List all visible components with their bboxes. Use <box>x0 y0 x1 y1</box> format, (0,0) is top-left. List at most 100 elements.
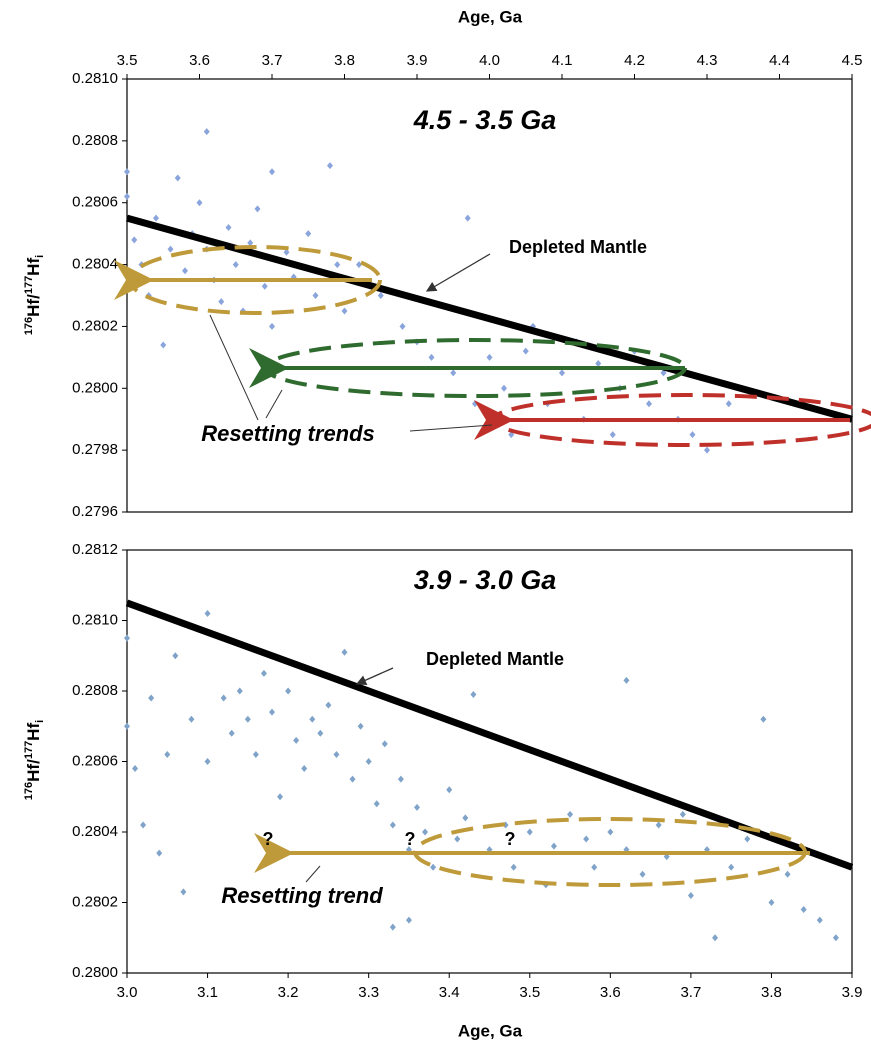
data-point <box>204 758 211 765</box>
data-point <box>470 691 477 699</box>
x-tick-label: 4.1 <box>552 52 573 69</box>
data-point <box>261 282 268 290</box>
data-point <box>784 870 791 878</box>
data-point <box>203 128 210 136</box>
pointer <box>305 865 321 883</box>
x-tick-label: 3.3 <box>358 984 379 1001</box>
data-point <box>334 261 341 269</box>
data-point <box>172 652 179 660</box>
y-tick-label: 0.2802 <box>72 893 118 910</box>
data-layer: 0.2796 0.2798 0.2800 0.2802 0.2804 0.2806 0.28… <box>72 52 862 1001</box>
annotation: Resetting trends <box>201 421 375 446</box>
data-point <box>381 740 388 748</box>
y-tick-label: 0.2812 <box>72 541 118 558</box>
annotation: Depleted Mantle <box>509 237 647 257</box>
data-point <box>188 715 195 723</box>
data-point <box>501 384 507 392</box>
y-label-part: 176 <box>23 317 35 335</box>
data-point <box>325 701 332 709</box>
data-point <box>422 828 429 836</box>
data-point <box>679 810 686 818</box>
data-point <box>285 687 292 695</box>
data-point <box>646 400 652 408</box>
y-label-part: 176 <box>23 782 35 800</box>
data-point <box>486 353 493 361</box>
y-label-part: Hf/ <box>24 294 43 317</box>
data-point <box>446 786 453 794</box>
y-tick-label: 0.2804 <box>72 823 118 840</box>
x-tick-label: 3.8 <box>334 52 355 69</box>
y-axis-label: 176Hf/177Hfi <box>23 255 46 335</box>
pointer <box>355 667 394 686</box>
x-axis-label: Age, Ga <box>458 7 523 26</box>
panel-title: 4.5 - 3.5 Ga <box>413 105 557 135</box>
x-tick-label: 3.4 <box>439 984 460 1001</box>
x-axis-label: Age, Ga <box>458 1021 523 1040</box>
data-point <box>389 821 396 829</box>
pointer <box>425 253 491 292</box>
data-point <box>218 298 225 306</box>
data-point <box>156 849 163 857</box>
y-label-part: Hf <box>24 723 43 741</box>
data-point <box>800 906 807 914</box>
data-point <box>689 431 696 439</box>
data-point <box>595 360 602 368</box>
x-tick-label: 4.4 <box>769 52 790 69</box>
data-point <box>399 322 406 330</box>
y-tick-label: 0.2796 <box>72 503 118 520</box>
data-point <box>236 687 243 695</box>
data-point <box>583 835 590 843</box>
data-point <box>244 715 251 723</box>
data-point <box>277 793 284 801</box>
data-point <box>341 648 348 656</box>
x-tick-label: 3.9 <box>842 984 863 1001</box>
data-point <box>373 800 380 808</box>
data-point <box>526 828 533 836</box>
x-tick-label: 3.8 <box>761 984 782 1001</box>
data-point <box>196 199 203 207</box>
data-point <box>655 821 662 829</box>
x-tick-label: 3.2 <box>278 984 299 1001</box>
data-point <box>365 758 372 765</box>
data-point <box>131 236 138 244</box>
y-label-part: Hf/ <box>24 759 43 782</box>
data-point <box>377 292 384 299</box>
data-point <box>744 835 751 843</box>
data-point <box>260 669 267 677</box>
data-point <box>180 888 187 896</box>
depleted-mantle-line <box>126 214 853 423</box>
data-point <box>428 353 435 361</box>
y-tick-label: 0.2804 <box>72 256 118 273</box>
data-point <box>269 322 275 330</box>
data-point <box>269 708 275 716</box>
x-tick-label: 3.1 <box>197 984 218 1001</box>
data-point <box>327 162 333 170</box>
data-point <box>333 750 340 758</box>
y-label-part: i <box>34 720 46 723</box>
data-point <box>269 168 275 176</box>
y-tick-label: 0.2806 <box>72 194 118 211</box>
data-point <box>389 923 396 931</box>
data-point <box>220 694 227 702</box>
x-tick-label: 3.6 <box>189 52 210 69</box>
data-point <box>687 891 694 899</box>
y-tick-label: 0.2808 <box>72 682 118 699</box>
depleted-mantle-line <box>125 599 854 871</box>
data-point <box>228 729 235 737</box>
data-point <box>704 446 710 454</box>
data-point <box>559 369 565 377</box>
data-point <box>472 400 478 408</box>
data-point <box>522 347 529 355</box>
x-tick-label: 3.6 <box>600 984 621 1001</box>
data-point <box>305 230 312 238</box>
plot-frame <box>126 78 853 513</box>
data-point <box>510 863 517 871</box>
data-point <box>247 239 254 247</box>
x-tick-label: 3.5 <box>519 984 540 1001</box>
data-point <box>712 934 719 942</box>
y-tick-label: 0.2798 <box>72 441 118 458</box>
y-tick-label: 0.2800 <box>72 964 118 981</box>
data-point <box>450 369 457 377</box>
data-point <box>768 899 775 906</box>
